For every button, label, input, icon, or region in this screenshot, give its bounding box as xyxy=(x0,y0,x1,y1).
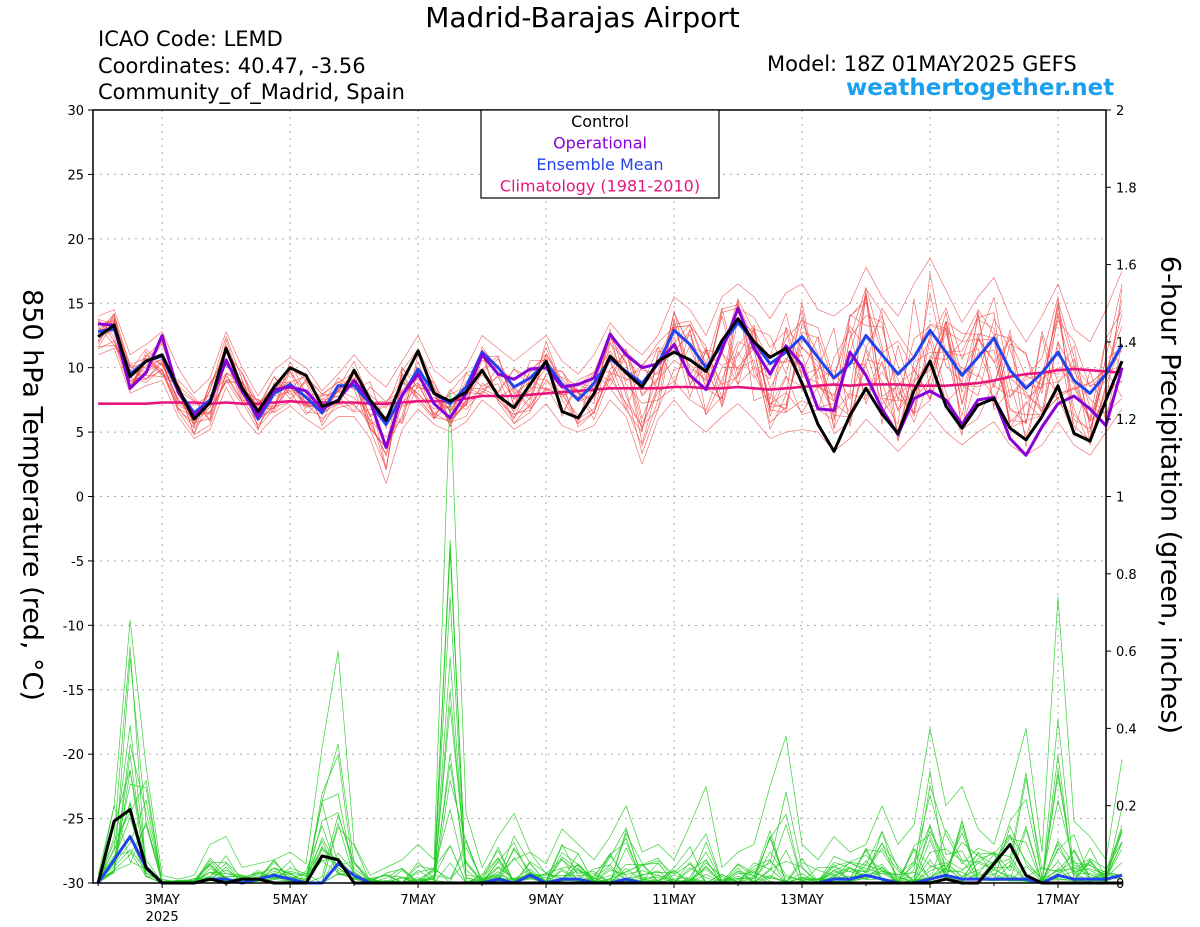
x-tick-label: 15MAY xyxy=(908,893,952,908)
x-tick-label: 13MAY xyxy=(780,893,824,908)
precipitation-member-line xyxy=(97,391,1123,880)
temperature-member-line xyxy=(97,307,1123,449)
control-temperature-line xyxy=(97,317,1124,453)
y-tick-label: -10 xyxy=(63,619,84,634)
y-right-tick-label: 0.2 xyxy=(1116,800,1137,815)
y-axis-title-right: 6-hour Precipitation (green, inches) xyxy=(1154,255,1186,735)
precipitation-member-line xyxy=(97,775,1123,884)
precipitation-member-line xyxy=(97,539,1123,884)
icao-code-label: ICAO Code: LEMD xyxy=(98,27,283,51)
y-right-tick-label: 1.2 xyxy=(1116,413,1137,428)
temperature-member-line xyxy=(98,307,1123,436)
operational-temperature-line xyxy=(97,306,1124,457)
y-right-tick-label: 0.8 xyxy=(1116,568,1137,583)
x-tick-label: 3MAY xyxy=(144,893,179,908)
precipitation-member-line xyxy=(97,546,1123,884)
y-tick-label: -15 xyxy=(63,684,84,699)
y-right-tick-label: 0.4 xyxy=(1116,722,1137,737)
precipitation-member-line xyxy=(97,646,1123,884)
x-tick-label: 9MAY xyxy=(528,893,563,908)
temperature-member-line xyxy=(98,293,1123,427)
temperature-member-line xyxy=(97,257,1123,397)
region-label: Community_of_Madrid, Spain xyxy=(98,80,405,104)
y-axis-title-left: 850 hPa Temperature (red, °C) xyxy=(16,289,48,701)
y-right-tick-label: 1.8 xyxy=(1116,181,1137,196)
y-tick-label: 30 xyxy=(67,104,84,119)
legend-box xyxy=(480,109,720,199)
legend-operational: Operational xyxy=(553,134,647,153)
y-right-tick-label: 2 xyxy=(1116,104,1124,119)
legend-ensemble-mean: Ensemble Mean xyxy=(536,155,663,174)
precipitation-member-line xyxy=(97,596,1123,884)
legend-control: Control xyxy=(571,112,629,131)
y-right-tick-label: 0 xyxy=(1116,877,1124,892)
y-tick-label: -30 xyxy=(63,877,84,892)
y-tick-label: 0 xyxy=(76,491,84,506)
website-link[interactable]: weathertogether.net xyxy=(846,75,1115,101)
legend-climatology: Climatology (1981-2010) xyxy=(500,177,700,196)
y-tick-label: 5 xyxy=(76,426,84,441)
y-right-tick-label: 0.6 xyxy=(1116,645,1137,660)
y-tick-label: 10 xyxy=(67,362,84,377)
model-run-label: Model: 18Z 01MAY2025 GEFS xyxy=(767,52,1077,76)
y-tick-label: 20 xyxy=(67,233,84,248)
y-tick-label: 15 xyxy=(67,297,84,312)
x-tick-label: 17MAY xyxy=(1036,893,1080,908)
precipitation-member-line xyxy=(97,551,1123,884)
y-right-tick-label: 1.4 xyxy=(1116,336,1137,351)
coordinates-label: Coordinates: 40.47, -3.56 xyxy=(98,54,366,78)
y-right-tick-label: 1 xyxy=(1116,491,1124,506)
control-precipitation-line xyxy=(96,808,1122,885)
temperature-member-line xyxy=(97,294,1123,469)
y-tick-label: -5 xyxy=(71,555,84,570)
precipitation-member-line xyxy=(97,706,1123,884)
x-axis-year-label: 2025 xyxy=(146,910,179,925)
temperature-member-line xyxy=(97,307,1123,429)
temperature-member-line xyxy=(97,302,1123,450)
y-tick-label: 25 xyxy=(67,168,84,183)
temperature-member-line xyxy=(98,300,1123,454)
x-tick-label: 7MAY xyxy=(400,893,435,908)
chart-title: Madrid-Barajas Airport xyxy=(425,1,740,34)
y-right-tick-label: 1.6 xyxy=(1116,259,1137,274)
x-tick-label: 11MAY xyxy=(652,893,696,908)
y-tick-label: -25 xyxy=(63,813,84,828)
x-tick-label: 5MAY xyxy=(272,893,307,908)
precipitation-member-line xyxy=(97,657,1123,884)
y-tick-label: -20 xyxy=(63,748,84,763)
temperature-member-line xyxy=(97,347,1123,484)
precipitation-member-line xyxy=(97,800,1123,884)
